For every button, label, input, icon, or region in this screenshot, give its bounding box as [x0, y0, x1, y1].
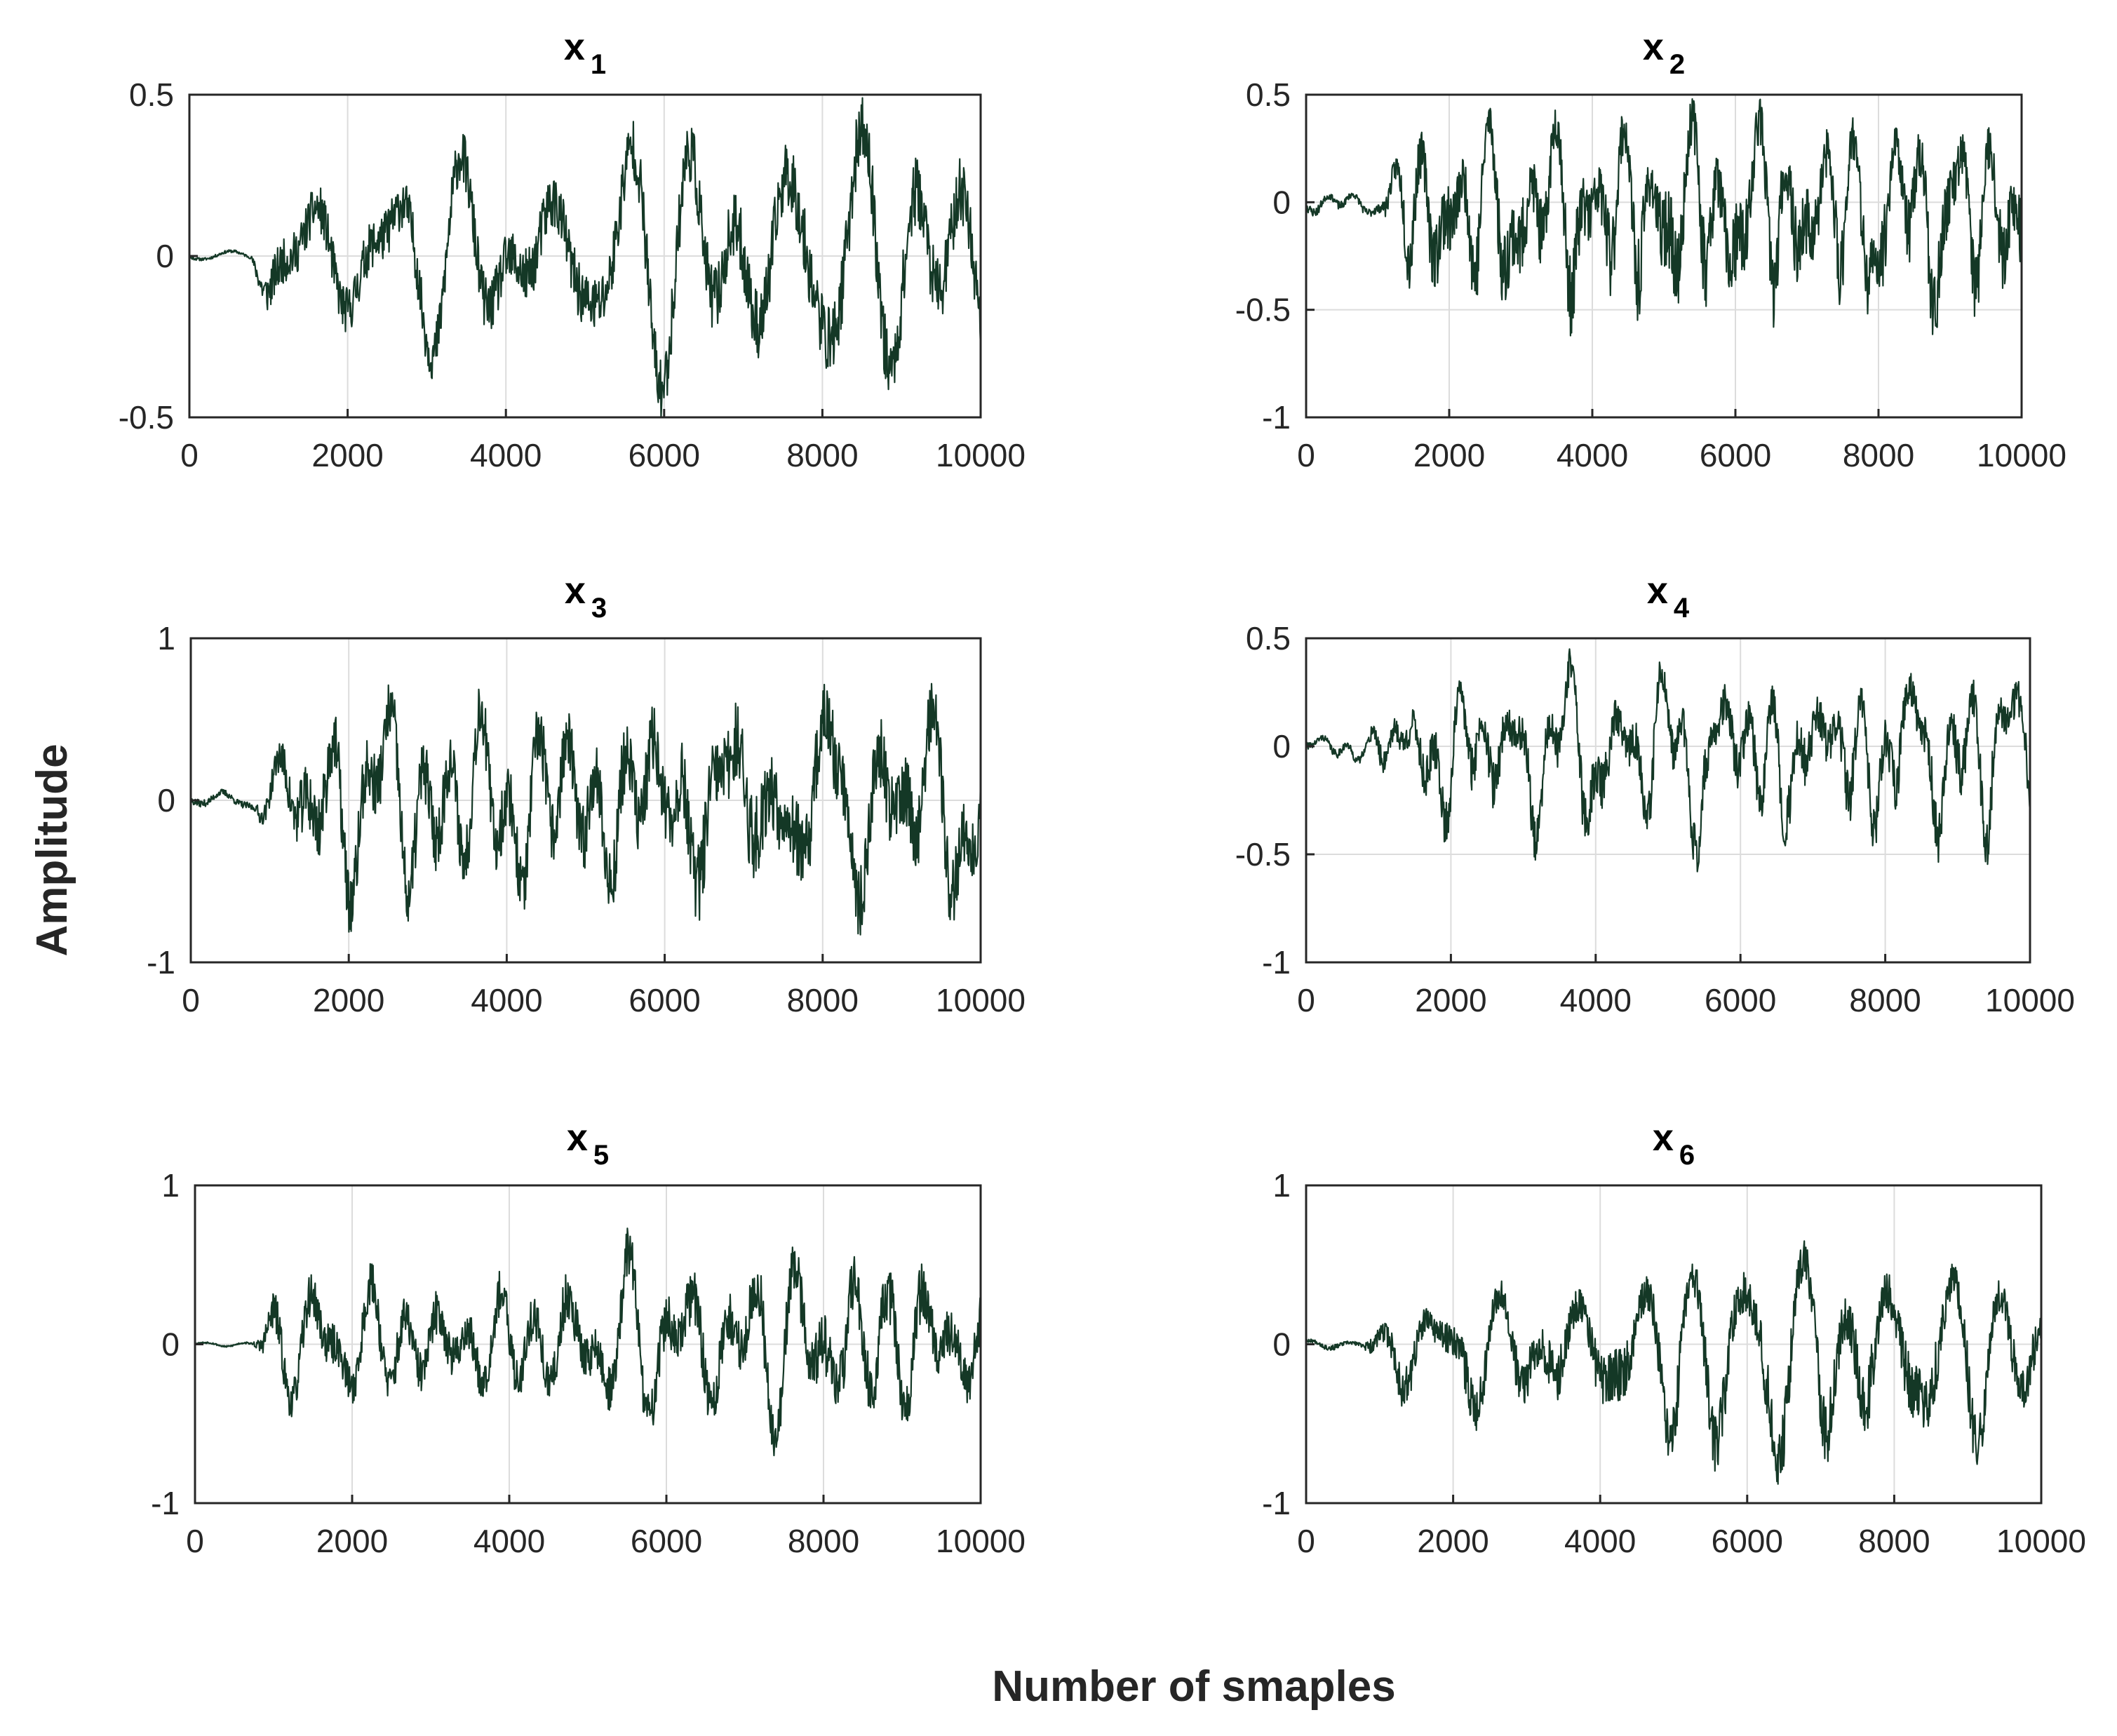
panel-title-subscript: 6 — [1679, 1140, 1695, 1171]
axes-frame — [1305, 637, 2031, 964]
y-tick-label: -1 — [1262, 399, 1291, 436]
y-tick-label: 1 — [157, 620, 175, 657]
x-tick-label: 0 — [180, 437, 199, 473]
y-tick-label: -1 — [1262, 1485, 1291, 1521]
subplot-x1: 0 2000 4000 6000 8000 10000-0.500.5x 1 — [119, 26, 1026, 473]
panel-title-subscript: 3 — [591, 593, 607, 624]
x-tick-label: 4000 — [470, 437, 542, 473]
panel-title-base: x — [1647, 570, 1668, 612]
y-tick-label: 1 — [1272, 1167, 1291, 1204]
panel-title-subscript: 2 — [1669, 49, 1685, 80]
x-tick-label: 2000 — [1415, 982, 1486, 1018]
panel-title-base: x — [567, 1117, 588, 1159]
x-tick-label: 0 — [1297, 982, 1315, 1018]
y-tick-label: -1 — [147, 944, 175, 981]
x-tick-label: 10000 — [936, 1523, 1026, 1559]
x-tick-label: 8000 — [1843, 437, 1914, 473]
x-tick-label: 8000 — [788, 1523, 859, 1559]
y-tick-label: -1 — [151, 1485, 180, 1521]
panel-title-base: x — [564, 26, 585, 68]
x-tick-label: 0 — [182, 982, 200, 1018]
x-tick-label: 6000 — [631, 1523, 702, 1559]
panel-title-base: x — [565, 570, 586, 612]
x-tick-label: 0 — [1297, 437, 1315, 473]
series-line-x5 — [195, 1227, 981, 1457]
y-tick-label: -0.5 — [119, 399, 174, 436]
panel-title-base: x — [1653, 1117, 1674, 1159]
x-tick-label: 2000 — [316, 1523, 388, 1559]
x-tick-label: 8000 — [1858, 1523, 1930, 1559]
x-axis-title: Number of smaples — [992, 1662, 1395, 1711]
y-tick-label: 0 — [156, 238, 174, 274]
y-axis-title: Amplitude — [28, 743, 76, 956]
x-tick-label: 10000 — [1996, 1523, 2086, 1559]
x-tick-label: 4000 — [1557, 437, 1628, 473]
y-tick-label: 0.5 — [1246, 620, 1291, 657]
x-tick-label: 10000 — [1977, 437, 2066, 473]
subplot-x2: 0 2000 4000 6000 8000 10000 -1 -0.5 0 0.5 x 2 — [1235, 26, 2066, 473]
x-tick-label: 0 — [1297, 1523, 1315, 1559]
y-tick-label: 0 — [157, 782, 175, 819]
x-tick-label: 6000 — [629, 437, 700, 473]
panel-title-subscript: 5 — [593, 1140, 609, 1171]
y-tick-label: 0.5 — [129, 76, 174, 113]
x-tick-label: 4000 — [1560, 982, 1632, 1018]
y-tick-label: 0 — [1272, 1326, 1291, 1363]
series-line-x6 — [1306, 1240, 2041, 1485]
subplot-grid: 0 2000 4000 6000 8000 10000-0.500.5x 10 2000 400… — [119, 26, 2086, 1559]
x-tick-label: 8000 — [787, 982, 859, 1018]
x-tick-label: 2000 — [313, 982, 384, 1018]
x-tick-label: 4000 — [1564, 1523, 1636, 1559]
y-tick-label: 0 — [161, 1326, 180, 1363]
subplot-x4: 0 2000 4000 6000 8000 10000 -1 -0.5 0 0.5 x 4 — [1235, 570, 2075, 1018]
x-tick-label: 8000 — [1849, 982, 1921, 1018]
x-tick-label: 10000 — [936, 982, 1026, 1018]
x-tick-label: 8000 — [786, 437, 858, 473]
series-line-x2 — [1306, 98, 2022, 337]
y-tick-label: 0.5 — [1246, 76, 1291, 113]
series-line-x3 — [191, 682, 981, 936]
x-tick-label: 10000 — [936, 437, 1026, 473]
y-tick-label: 1 — [161, 1167, 180, 1204]
y-tick-label: -1 — [1262, 944, 1291, 981]
y-tick-label: -0.5 — [1235, 292, 1291, 328]
x-tick-label: 6000 — [1712, 1523, 1783, 1559]
y-tick-label: 0 — [1272, 728, 1291, 765]
axes-frame — [1305, 93, 2023, 419]
series-line-x1 — [189, 97, 981, 417]
x-tick-label: 2000 — [311, 437, 383, 473]
series-line-x4 — [1306, 648, 2030, 873]
x-tick-label: 2000 — [1413, 437, 1485, 473]
x-tick-label: 6000 — [1700, 437, 1771, 473]
x-tick-label: 4000 — [471, 982, 542, 1018]
panel-title-subscript: 4 — [1674, 593, 1690, 624]
panel-title-base: x — [1643, 26, 1664, 68]
y-tick-label: 0 — [1272, 184, 1291, 220]
panel-title-subscript: 1 — [591, 49, 606, 80]
x-tick-label: 2000 — [1417, 1523, 1488, 1559]
y-tick-label: -0.5 — [1235, 836, 1291, 873]
x-tick-label: 6000 — [629, 982, 700, 1018]
x-tick-label: 0 — [186, 1523, 204, 1559]
x-tick-label: 6000 — [1705, 982, 1776, 1018]
x-tick-label: 4000 — [473, 1523, 545, 1559]
x-tick-label: 10000 — [1985, 982, 2075, 1018]
